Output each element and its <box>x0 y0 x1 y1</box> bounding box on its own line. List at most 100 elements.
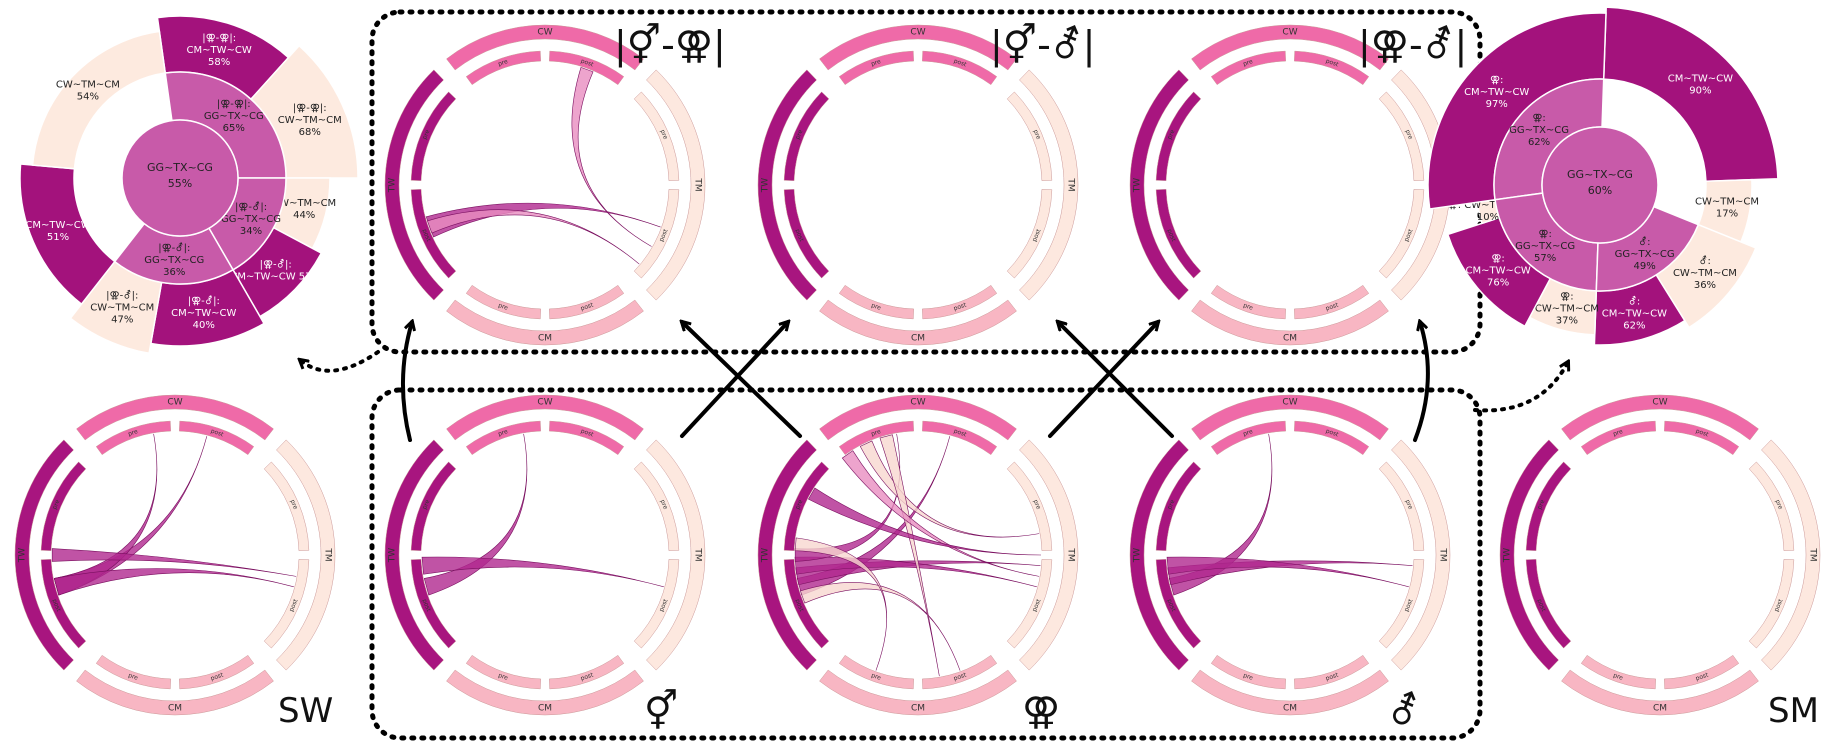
sunburst-outer-label: ⚢: <box>1490 75 1503 86</box>
sunburst-outer-label: CM~TW~CW <box>187 45 252 56</box>
subsegment-label-pre: pre <box>870 672 882 682</box>
subsegment-cm-post <box>1294 654 1370 690</box>
circle-sm: CW pre post TM pre post CM post pre TW post pre <box>1499 394 1821 716</box>
subsegment-cw-post <box>179 420 255 456</box>
subsegment-label-pre: pre <box>289 499 299 511</box>
subsegment-tw-pre <box>783 461 830 551</box>
subsegment-label-pre: pre <box>794 128 804 140</box>
sunburst-outer-label: |⚢-⚦|: <box>188 295 220 307</box>
chord-ribbon <box>879 434 940 677</box>
sunburst-outer-label: 76% <box>1487 277 1509 288</box>
subsegment-label-pre: pre <box>497 302 509 312</box>
sunburst-mid-label: GG~TX~CG <box>1509 125 1569 136</box>
subsegment-tm-post <box>1006 189 1053 279</box>
subsegment-label-post: post <box>793 598 805 613</box>
sunburst-outer-label: 51% <box>47 232 69 243</box>
subsegment-label-pre: pre <box>659 499 669 511</box>
subsegment-label-post: post <box>1325 428 1340 439</box>
sunburst-center-value: 55% <box>168 177 192 190</box>
segment-label-cw: CW <box>1282 28 1297 38</box>
subsegment-cm-pre <box>465 654 541 690</box>
subsegment-tw-pre <box>783 91 830 181</box>
sunburst-outer-label: 62% <box>1623 320 1645 331</box>
sunburst-mid-label: GG~TX~CG <box>204 111 264 122</box>
segment-label-cm: CM <box>1283 334 1297 344</box>
subsegment-label-pre: pre <box>1404 129 1414 141</box>
subsegment-cw-post <box>1294 50 1370 86</box>
segment-label-tw: TW <box>388 178 398 193</box>
circle-intersex: CW pre post TM pre post CM post pre TW post pre <box>757 394 1079 716</box>
sunburst-outer-label: 68% <box>299 127 321 138</box>
subsegment-label-post: post <box>1695 671 1710 682</box>
sunburst-outer-label: 37% <box>1556 316 1578 327</box>
label-diff-3: |⚢-⚦| <box>1358 23 1467 68</box>
chord-ribbon <box>807 487 1042 556</box>
segment-label-cm: CM <box>911 334 925 344</box>
subsegment-tw-post <box>1155 189 1202 279</box>
segment-label-tw: TW <box>761 178 771 193</box>
subsegment-label-post: post <box>658 227 670 242</box>
subsegment-label-pre: pre <box>1166 128 1176 140</box>
sunburst-mid-label: ⚢: <box>1532 113 1545 124</box>
subsegment-cw-pre <box>1580 420 1656 456</box>
arrow-male-to-diff3 <box>1413 322 1430 442</box>
subsegment-label-post: post <box>1773 597 1785 612</box>
sunburst-outer-label: |⚢-⚢|: <box>293 103 327 114</box>
subsegment-label-pre: pre <box>1242 302 1254 312</box>
subsegment-cw-pre <box>1210 50 1286 86</box>
subsegment-label-pre: pre <box>1166 498 1176 510</box>
sunburst-outer-wedge <box>19 163 116 306</box>
subsegment-tm-post <box>633 559 680 649</box>
sunburst-outer-wedge <box>31 30 167 170</box>
subsegment-label-pre: pre <box>127 672 139 682</box>
segment-label-tw: TW <box>761 548 771 563</box>
subsegment-tw-post <box>783 559 830 649</box>
subsegment-cm-post <box>549 284 625 320</box>
subsegment-cw-post <box>549 420 625 456</box>
chord-ribbon <box>426 209 640 265</box>
segment-label-tw: TW <box>1503 548 1513 563</box>
subsegment-label-pre: pre <box>870 302 882 312</box>
sunburst-outer-label: 36% <box>1694 280 1716 291</box>
chord-ribbon <box>794 537 888 671</box>
segment-label-cm: CM <box>538 704 552 714</box>
subsegment-label-post: post <box>580 428 595 439</box>
subsegment-cm-post <box>1664 654 1740 690</box>
segment-tm <box>1019 439 1079 671</box>
subsegment-label-post: post <box>210 671 225 682</box>
subsegment-cw-pre <box>838 50 914 86</box>
subsegment-cw-pre <box>1210 420 1286 456</box>
arrow-intersex-to-diff3 <box>1048 322 1158 438</box>
sunburst-outer-label: 47% <box>111 315 133 326</box>
segment-label-tm: TM <box>693 547 703 561</box>
subsegment-tm-post <box>1378 559 1425 649</box>
subsegment-tm-post <box>263 559 310 649</box>
segment-label-cw: CW <box>910 398 925 408</box>
label-intersex-symbol: ⚢ <box>1022 689 1060 733</box>
subsegment-label-post: post <box>1031 597 1043 612</box>
sunburst-outer-label: CM~TW~CW <box>1464 87 1529 98</box>
subsegment-label-post: post <box>1031 227 1043 242</box>
sunburst-outer-label: CM~TW~CW <box>1602 308 1667 319</box>
chord-ribbon <box>794 556 1037 588</box>
sunburst-right: CM~TW~CW90%CW~TM~CM17%⚦:CW~TM~CM36%⚦:CM~… <box>1427 6 1779 346</box>
subsegment-tm-post <box>1748 559 1795 649</box>
sunburst-outer-label: 10% <box>1477 212 1499 223</box>
subsegment-tw-pre <box>1155 461 1202 551</box>
sunburst-outer-label: ⚦: <box>1699 255 1711 267</box>
subsegment-cm-pre <box>1210 284 1286 320</box>
segment-tm <box>1019 69 1079 301</box>
sunburst-mid-label: ⚢: <box>1538 229 1551 240</box>
chord-ribbon <box>571 66 652 247</box>
sunburst-mid-label: 36% <box>163 267 185 278</box>
subsegment-label-pre: pre <box>1032 129 1042 141</box>
subsegment-tw-pre <box>1525 461 1572 551</box>
subsegment-cm-post <box>549 654 625 690</box>
subsegment-label-pre: pre <box>870 428 882 438</box>
segment-label-cw: CW <box>167 398 182 408</box>
chord-ribbon <box>421 556 664 588</box>
segment-label-cm: CM <box>911 704 925 714</box>
arrow-to-right-sunburst <box>1473 362 1568 413</box>
subsegment-tw-pre <box>410 91 457 181</box>
